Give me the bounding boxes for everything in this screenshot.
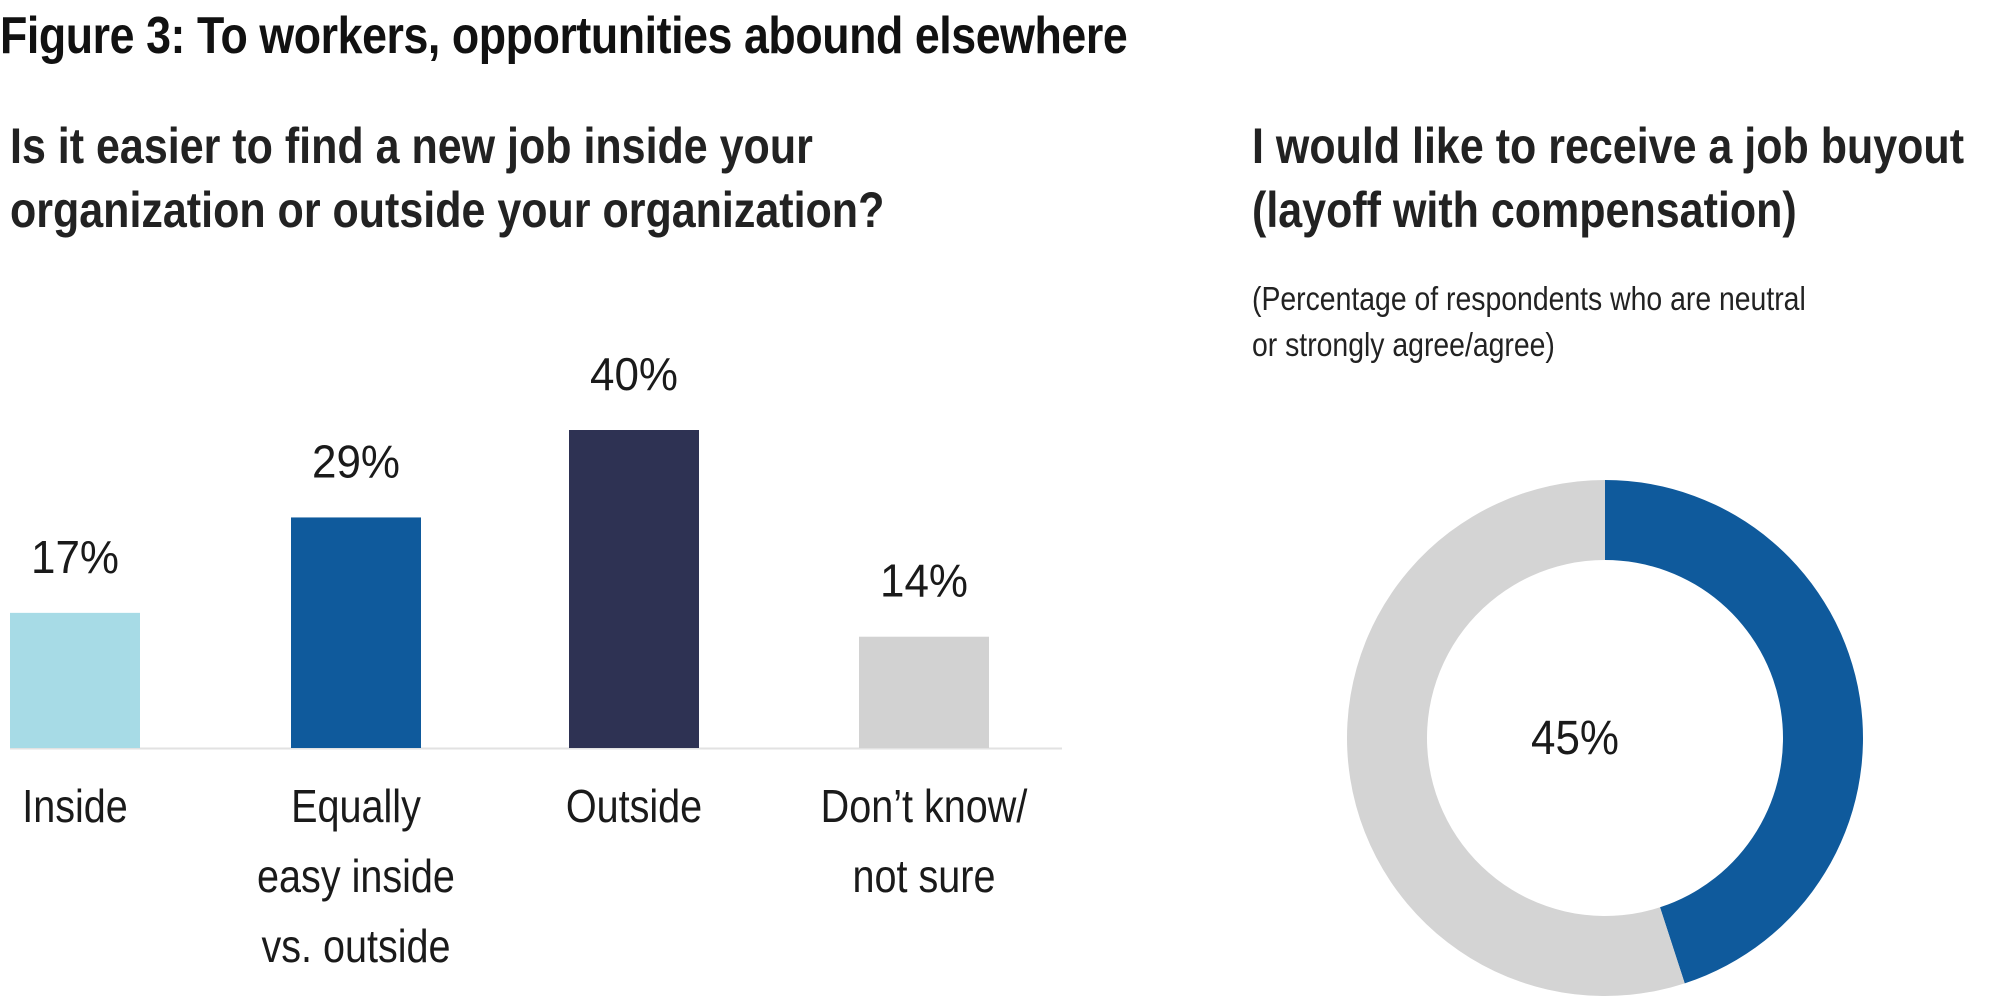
category-label: easy inside: [257, 851, 455, 902]
donut-chart-note: (Percentage of respondents who are neutr…: [1252, 276, 1806, 368]
donut-chart-title-line: (layoff with compensation): [1252, 182, 1797, 238]
donut-chart-note-line: (Percentage of respondents who are neutr…: [1252, 280, 1806, 317]
category-label: Don’t know/: [821, 781, 1028, 832]
bar-chart-title-line: Is it easier to find a new job inside yo…: [10, 118, 813, 174]
category-label: Equally: [291, 781, 421, 832]
donut-center-label: 45%: [1531, 712, 1619, 765]
bar-value-label: 29%: [312, 435, 400, 487]
bar-chart-title-line: organization or outside your organizatio…: [10, 182, 885, 238]
donut-chart-note-line: or strongly agree/agree): [1252, 326, 1555, 363]
bar-value-label: 40%: [590, 348, 678, 400]
category-label: Inside: [22, 781, 128, 832]
figure-title: Figure 3: To workers, opportunities abou…: [0, 7, 1128, 65]
donut-chart-title-line: I would like to receive a job buyout: [1252, 118, 1965, 174]
bar-chart-title: Is it easier to find a new job inside yo…: [10, 114, 884, 242]
category-label: vs. outside: [261, 921, 450, 972]
donut-chart-title: I would like to receive a job buyout (la…: [1252, 114, 1964, 242]
bar-value-label: 17%: [31, 531, 119, 583]
bar-chart: 17% Inside 29% Equally easy inside vs. outsid…: [10, 348, 1062, 973]
donut-segment-rest: [1346, 480, 1685, 996]
category-label: not sure: [853, 851, 996, 902]
bar-value-label: 14%: [880, 555, 968, 607]
bar: [291, 517, 421, 748]
donut-segment-highlight: [1605, 480, 1863, 984]
bar: [569, 430, 699, 748]
bar: [10, 612, 140, 748]
category-label: Outside: [566, 781, 702, 832]
donut-chart: 45%: [1346, 480, 1863, 996]
bar: [859, 636, 989, 748]
